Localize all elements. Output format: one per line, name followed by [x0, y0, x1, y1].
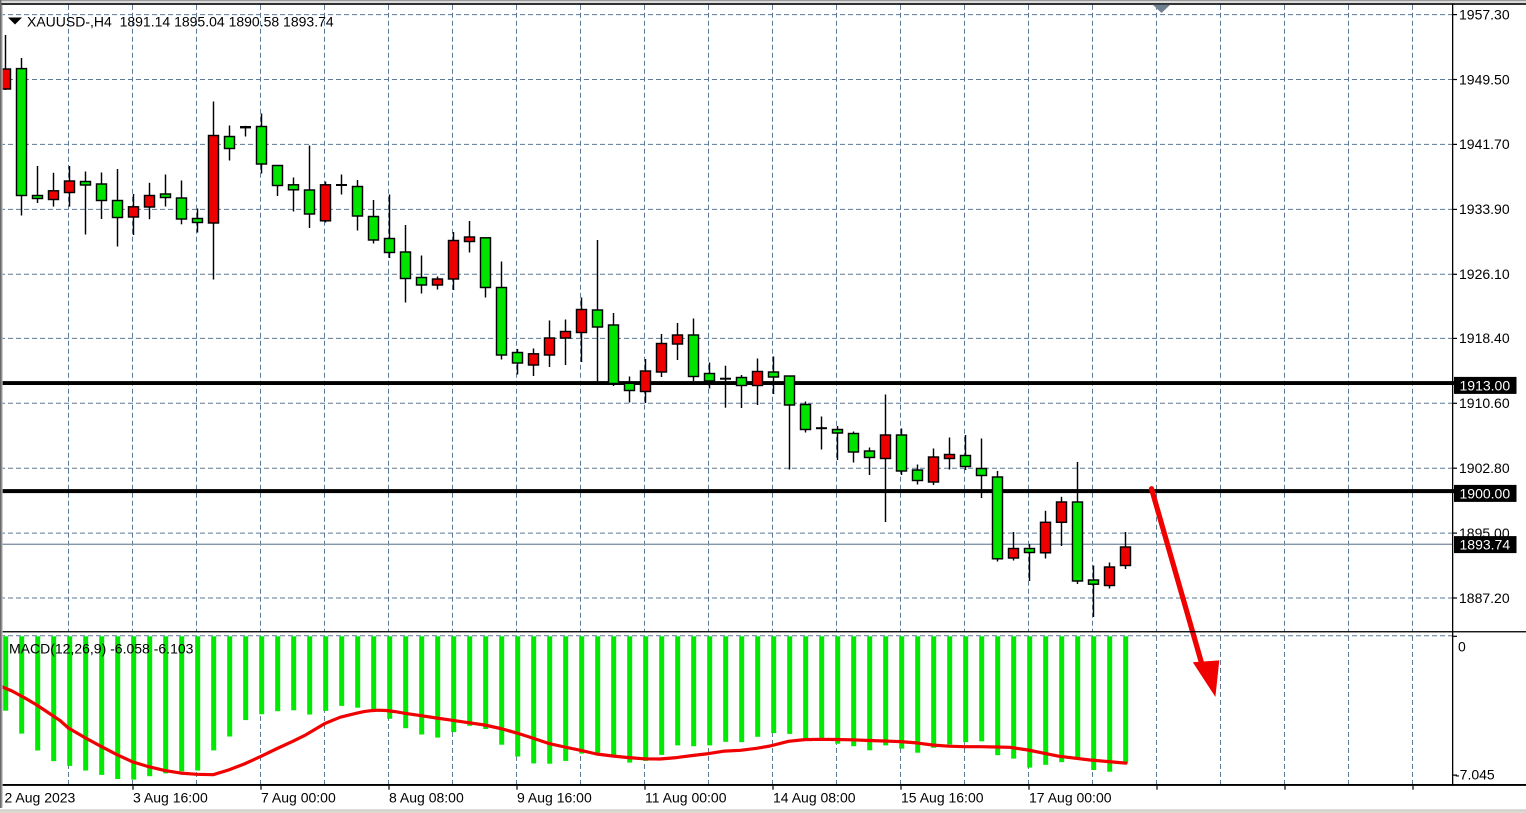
svg-text:1918.40: 1918.40 [1459, 330, 1510, 346]
svg-text:0: 0 [1458, 639, 1466, 655]
svg-text:1902.80: 1902.80 [1459, 460, 1510, 476]
svg-text:1910.60: 1910.60 [1459, 395, 1510, 411]
svg-text:MACD(12,26,9) -6.058 -6.103: MACD(12,26,9) -6.058 -6.103 [9, 641, 194, 657]
svg-text:15 Aug 16:00: 15 Aug 16:00 [901, 789, 984, 805]
svg-text:11 Aug 00:00: 11 Aug 00:00 [645, 789, 727, 805]
svg-text:14 Aug 08:00: 14 Aug 08:00 [773, 789, 856, 805]
svg-text:1913.00: 1913.00 [1460, 377, 1511, 393]
svg-text:XAUUSD-,H4 1891.14 1895.04 18: XAUUSD-,H4 1891.14 1895.04 1890.58 1893.… [27, 14, 334, 30]
svg-text:1893.74: 1893.74 [1460, 537, 1511, 553]
svg-text:1926.10: 1926.10 [1459, 266, 1510, 282]
svg-text:1900.00: 1900.00 [1460, 485, 1511, 501]
svg-text:8 Aug 08:00: 8 Aug 08:00 [389, 789, 464, 805]
svg-text:7 Aug 00:00: 7 Aug 00:00 [261, 789, 336, 805]
svg-text:1957.30: 1957.30 [1459, 6, 1510, 22]
svg-text:9 Aug 16:00: 9 Aug 16:00 [517, 789, 592, 805]
svg-text:1949.50: 1949.50 [1459, 71, 1510, 87]
svg-text:-7.045: -7.045 [1455, 767, 1495, 783]
svg-text:1933.90: 1933.90 [1459, 201, 1510, 217]
svg-text:1941.70: 1941.70 [1459, 136, 1510, 152]
svg-text:1887.20: 1887.20 [1459, 590, 1510, 606]
svg-text:17 Aug 00:00: 17 Aug 00:00 [1029, 789, 1112, 805]
svg-text:3 Aug 16:00: 3 Aug 16:00 [133, 789, 208, 805]
svg-text:2 Aug 2023: 2 Aug 2023 [5, 789, 76, 805]
